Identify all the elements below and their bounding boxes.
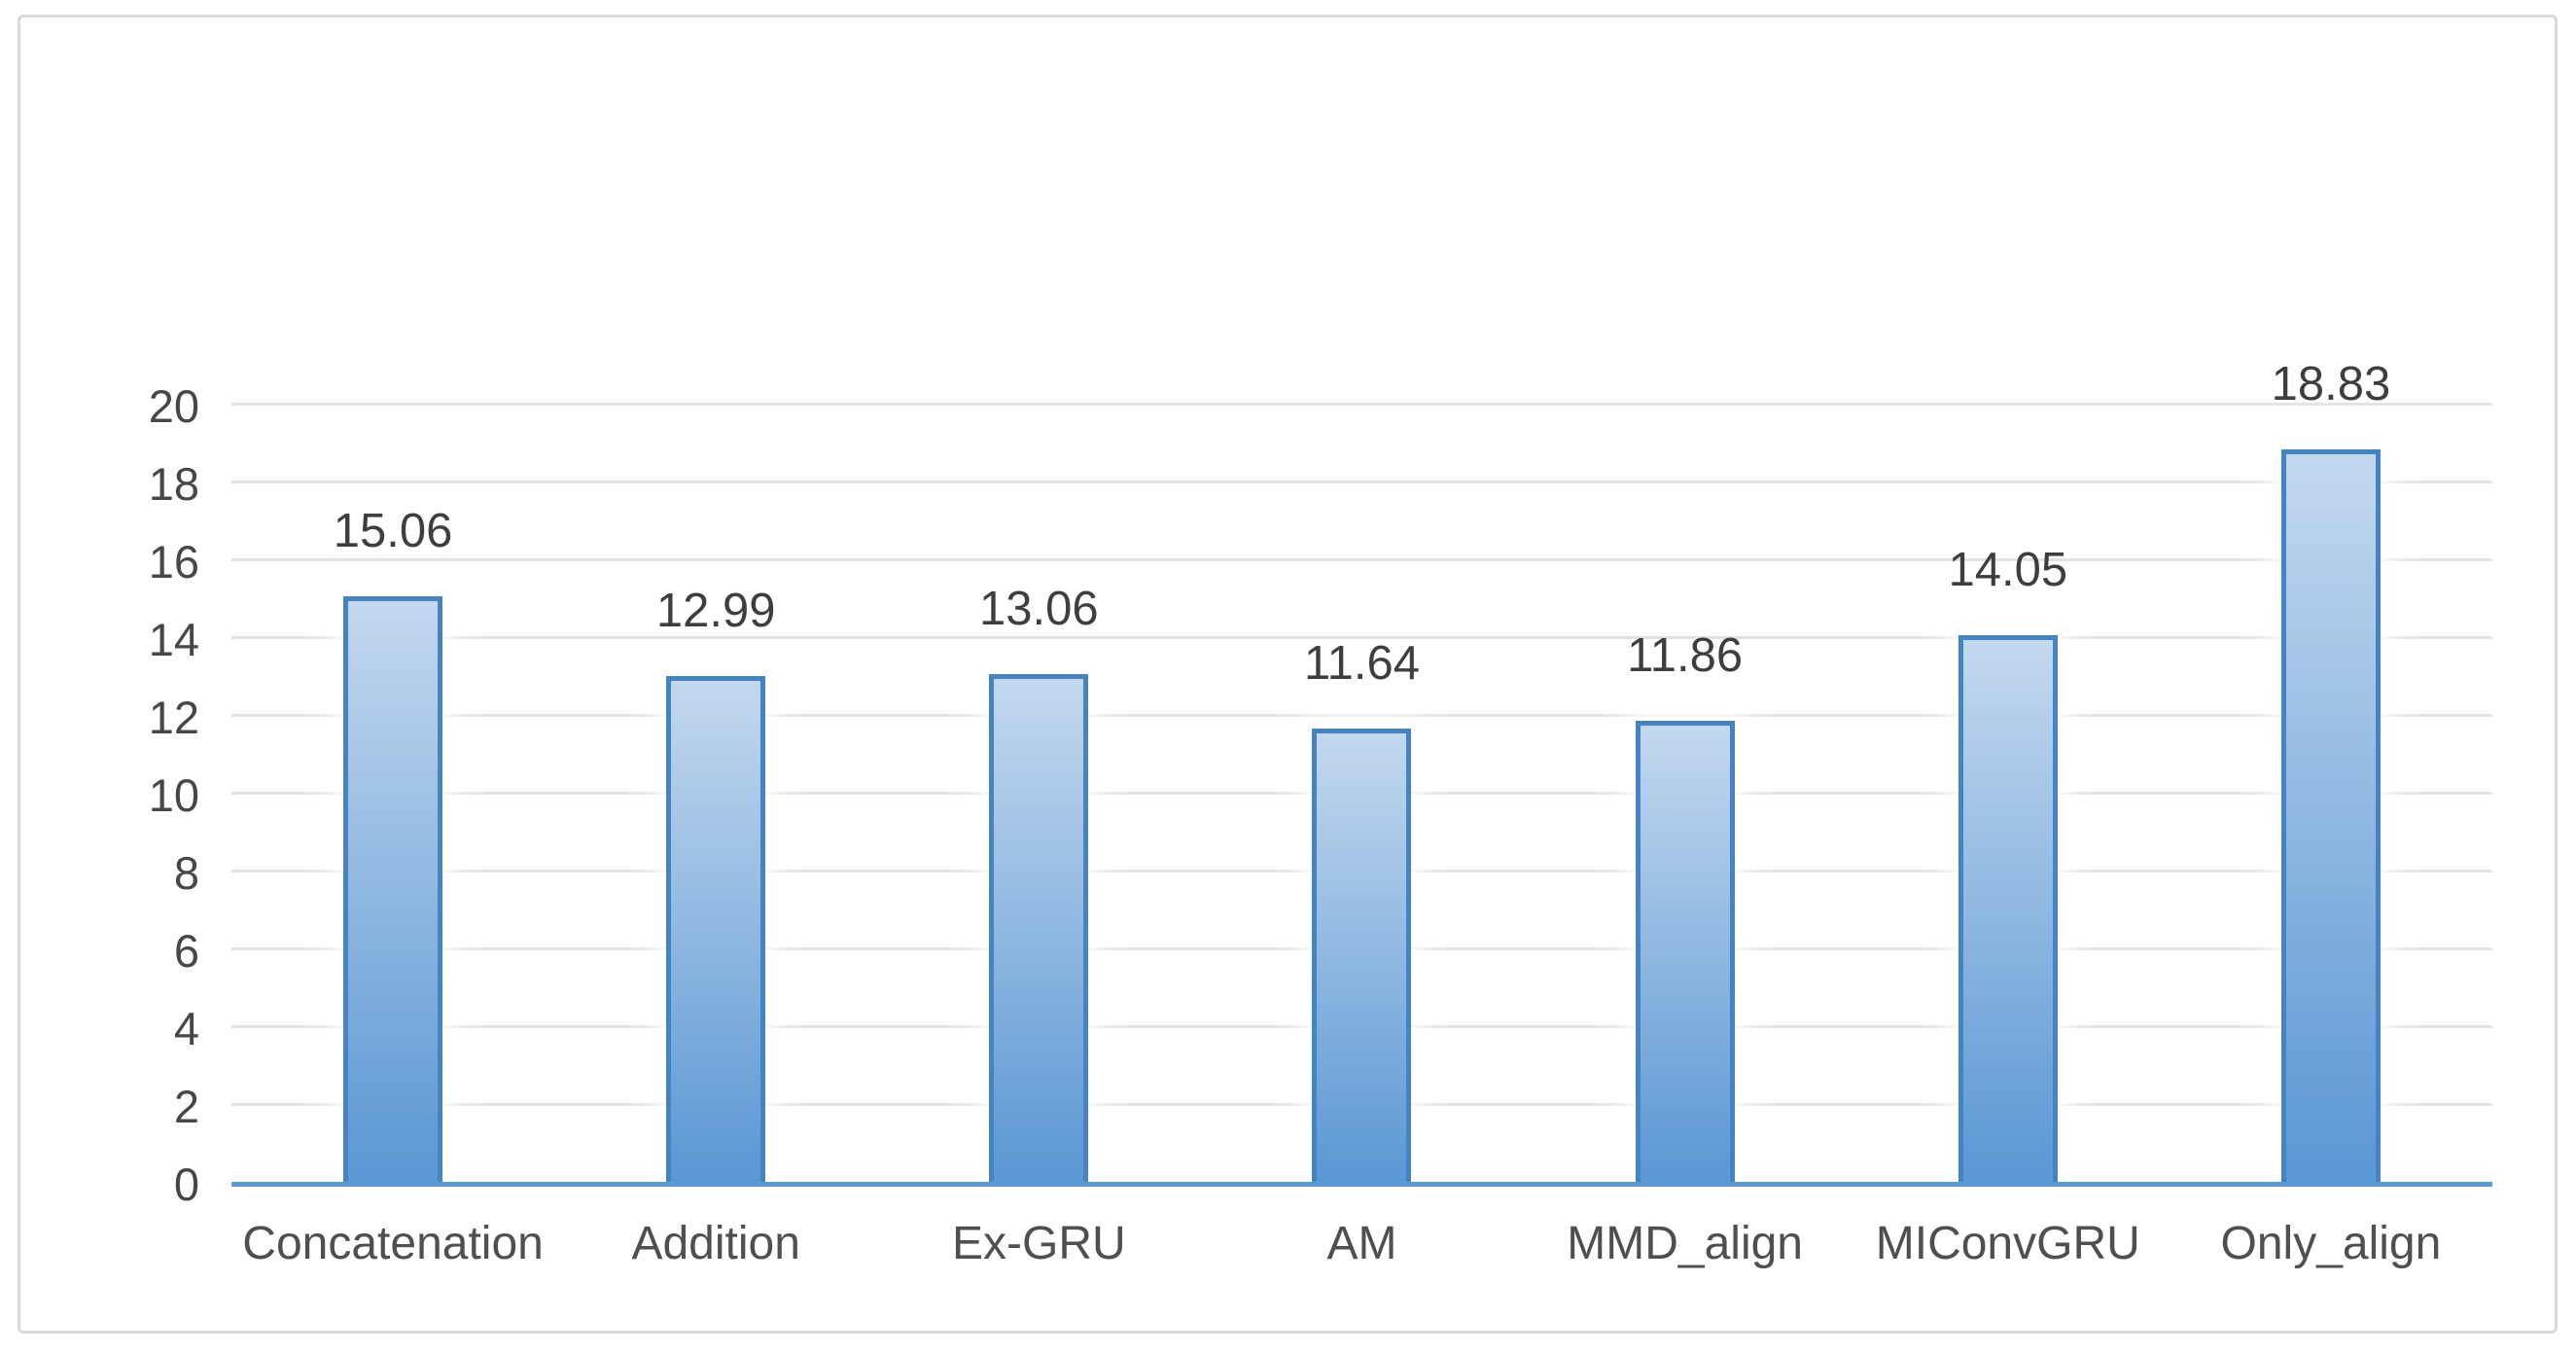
x-category-label: MMD_align	[1567, 1218, 1803, 1269]
bar-column: 11.86	[1524, 404, 1847, 1182]
y-tick-label: 10	[148, 769, 199, 821]
bar	[989, 673, 1089, 1182]
bar-value-label: 14.05	[1948, 544, 2068, 596]
y-gridline	[231, 480, 2492, 483]
y-gridline	[231, 557, 2492, 561]
x-category-label: Addition	[631, 1218, 800, 1269]
bars-layer: 15.06 12.99 13.06 11.64 11.86 14.05 18.83	[231, 360, 2492, 1182]
bar-column: 13.06	[877, 404, 1200, 1182]
bar-value-label: 15.06	[333, 504, 453, 557]
bar-column: 14.05	[1847, 404, 2170, 1182]
x-category-label: Ex-GRU	[952, 1218, 1126, 1269]
bar	[2280, 448, 2381, 1182]
x-category-label: MIConvGRU	[1875, 1218, 2140, 1269]
y-tick-label: 8	[173, 847, 199, 899]
x-axis-category-labels: Concatenation Addition Ex-GRU AM MMD_align MI…	[231, 1218, 2492, 1287]
bar-value-label: 13.06	[979, 582, 1099, 635]
bar-column: 12.99	[554, 404, 877, 1182]
bar	[1958, 635, 2058, 1182]
y-tick-label: 16	[148, 536, 199, 588]
x-axis-line	[231, 1182, 2492, 1187]
x-category-label: Concatenation	[242, 1218, 544, 1269]
x-category-label: Only_align	[2220, 1218, 2442, 1269]
bar-column: 15.06	[231, 404, 554, 1182]
y-tick-label: 2	[173, 1081, 199, 1132]
y-tick-label: 12	[148, 692, 199, 743]
y-gridline	[231, 402, 2492, 406]
bar	[666, 676, 766, 1182]
bar	[1635, 720, 1735, 1182]
y-tick-label: 0	[173, 1158, 199, 1210]
x-category-label: AM	[1326, 1218, 1397, 1269]
bar	[343, 595, 443, 1182]
bar-value-label: 12.99	[655, 585, 776, 638]
y-tick-label: 14	[148, 614, 199, 665]
bar-column: 11.64	[1200, 404, 1523, 1182]
bar-value-label: 11.86	[1627, 628, 1744, 682]
y-tick-label: 4	[173, 1003, 199, 1054]
y-tick-label: 18	[148, 458, 199, 510]
y-tick-label: 20	[148, 380, 199, 432]
y-gridline	[231, 713, 2492, 717]
bar-value-label: 11.64	[1303, 637, 1420, 691]
bar-value-label: 18.83	[2271, 357, 2391, 410]
y-tick-label: 6	[173, 925, 199, 977]
y-gridline	[231, 635, 2492, 639]
bar	[1312, 729, 1412, 1182]
bar-column: 18.83	[2170, 360, 2492, 1182]
